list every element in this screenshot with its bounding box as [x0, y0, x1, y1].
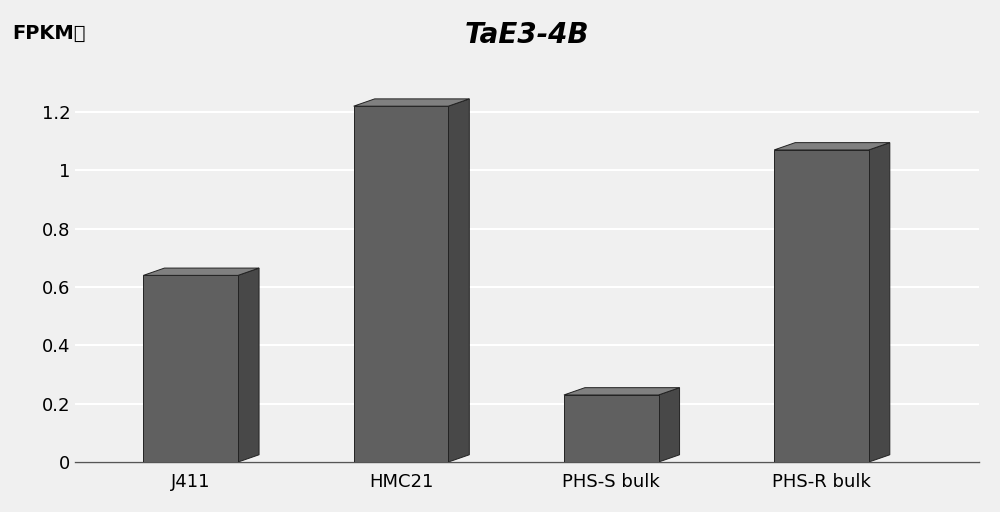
- Polygon shape: [659, 388, 680, 462]
- Polygon shape: [774, 150, 869, 462]
- Polygon shape: [354, 99, 469, 106]
- Title: TaE3-4B: TaE3-4B: [465, 21, 589, 49]
- Polygon shape: [143, 268, 259, 275]
- Polygon shape: [564, 395, 659, 462]
- Text: FPKM値: FPKM値: [12, 25, 85, 44]
- Polygon shape: [143, 275, 238, 462]
- Polygon shape: [774, 143, 890, 150]
- Polygon shape: [564, 388, 680, 395]
- Polygon shape: [238, 268, 259, 462]
- Polygon shape: [354, 106, 448, 462]
- Polygon shape: [869, 143, 890, 462]
- Polygon shape: [448, 99, 469, 462]
